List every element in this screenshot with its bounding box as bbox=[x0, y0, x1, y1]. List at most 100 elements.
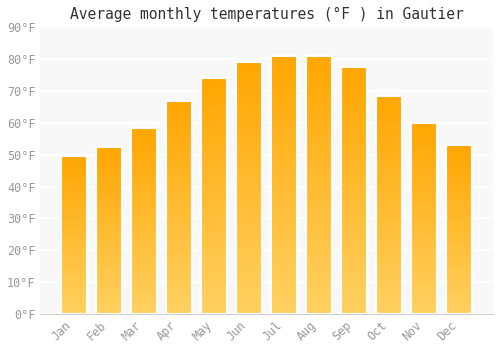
Bar bbox=[411, 211, 438, 215]
Bar bbox=[96, 220, 122, 224]
Bar bbox=[236, 88, 262, 92]
Bar bbox=[201, 243, 228, 248]
Bar bbox=[446, 145, 472, 314]
Bar bbox=[376, 178, 402, 183]
Bar bbox=[96, 304, 122, 307]
Bar bbox=[166, 284, 192, 288]
Bar bbox=[131, 239, 157, 243]
Bar bbox=[271, 190, 297, 195]
Bar bbox=[61, 219, 87, 223]
Bar bbox=[61, 251, 87, 254]
Bar bbox=[201, 144, 228, 149]
Bar bbox=[411, 180, 438, 184]
Bar bbox=[446, 165, 472, 169]
Bar bbox=[166, 241, 192, 246]
Bar bbox=[306, 92, 332, 97]
Bar bbox=[446, 287, 472, 290]
Bar bbox=[446, 155, 472, 159]
Bar bbox=[61, 254, 87, 257]
Bar bbox=[166, 186, 192, 190]
Bar bbox=[306, 144, 332, 149]
Bar bbox=[61, 248, 87, 251]
Bar bbox=[236, 113, 262, 118]
Bar bbox=[166, 258, 192, 263]
Bar bbox=[236, 67, 262, 72]
Bar bbox=[446, 182, 472, 186]
Bar bbox=[201, 295, 228, 300]
Bar bbox=[61, 273, 87, 276]
Bar bbox=[61, 276, 87, 279]
Bar bbox=[236, 228, 262, 233]
Bar bbox=[341, 265, 367, 270]
Bar bbox=[96, 214, 122, 217]
Bar bbox=[341, 260, 367, 265]
Bar bbox=[271, 77, 297, 82]
Bar bbox=[341, 225, 367, 230]
Bar bbox=[341, 200, 367, 205]
Bar bbox=[376, 201, 402, 205]
Bar bbox=[166, 310, 192, 314]
Bar bbox=[131, 258, 157, 262]
Bar bbox=[96, 224, 122, 227]
Bar bbox=[96, 240, 122, 244]
Bar bbox=[166, 280, 192, 284]
Bar bbox=[61, 191, 87, 194]
Bar bbox=[271, 82, 297, 87]
Bar bbox=[131, 150, 157, 154]
Bar bbox=[446, 280, 472, 284]
Bar bbox=[201, 309, 228, 314]
Bar bbox=[446, 257, 472, 260]
Bar bbox=[411, 123, 438, 314]
Bar bbox=[341, 117, 367, 121]
Bar bbox=[376, 222, 402, 227]
Bar bbox=[131, 198, 157, 202]
Bar bbox=[446, 310, 472, 314]
Bar bbox=[306, 226, 332, 231]
Bar bbox=[271, 221, 297, 226]
Bar bbox=[131, 210, 157, 213]
Bar bbox=[61, 223, 87, 226]
Bar bbox=[61, 210, 87, 213]
Bar bbox=[166, 143, 192, 147]
Bar bbox=[446, 189, 472, 192]
Bar bbox=[96, 287, 122, 290]
Bar bbox=[96, 204, 122, 207]
Bar bbox=[411, 188, 438, 191]
Bar bbox=[271, 175, 297, 180]
Bar bbox=[96, 284, 122, 287]
Bar bbox=[131, 128, 157, 131]
Bar bbox=[306, 56, 332, 61]
Bar bbox=[236, 279, 262, 284]
Bar bbox=[411, 149, 438, 153]
Bar bbox=[376, 131, 402, 135]
Bar bbox=[96, 210, 122, 214]
Bar bbox=[201, 177, 228, 182]
Bar bbox=[166, 199, 192, 203]
Bar bbox=[61, 162, 87, 166]
Bar bbox=[376, 231, 402, 235]
Bar bbox=[201, 168, 228, 173]
Bar bbox=[96, 190, 122, 194]
Bar bbox=[201, 102, 228, 106]
Bar bbox=[131, 165, 157, 169]
Bar bbox=[376, 270, 402, 275]
Bar bbox=[341, 136, 367, 141]
Bar bbox=[411, 153, 438, 157]
Bar bbox=[411, 131, 438, 134]
Bar bbox=[236, 294, 262, 299]
Bar bbox=[201, 248, 228, 253]
Bar bbox=[271, 211, 297, 216]
Bar bbox=[96, 150, 122, 153]
Bar bbox=[376, 192, 402, 196]
Bar bbox=[446, 273, 472, 277]
Bar bbox=[166, 169, 192, 173]
Bar bbox=[271, 118, 297, 123]
Bar bbox=[61, 301, 87, 304]
Bar bbox=[166, 147, 192, 152]
Bar bbox=[131, 128, 157, 314]
Bar bbox=[166, 131, 192, 135]
Bar bbox=[446, 300, 472, 304]
Bar bbox=[166, 156, 192, 160]
Bar bbox=[166, 177, 192, 182]
Bar bbox=[271, 133, 297, 139]
